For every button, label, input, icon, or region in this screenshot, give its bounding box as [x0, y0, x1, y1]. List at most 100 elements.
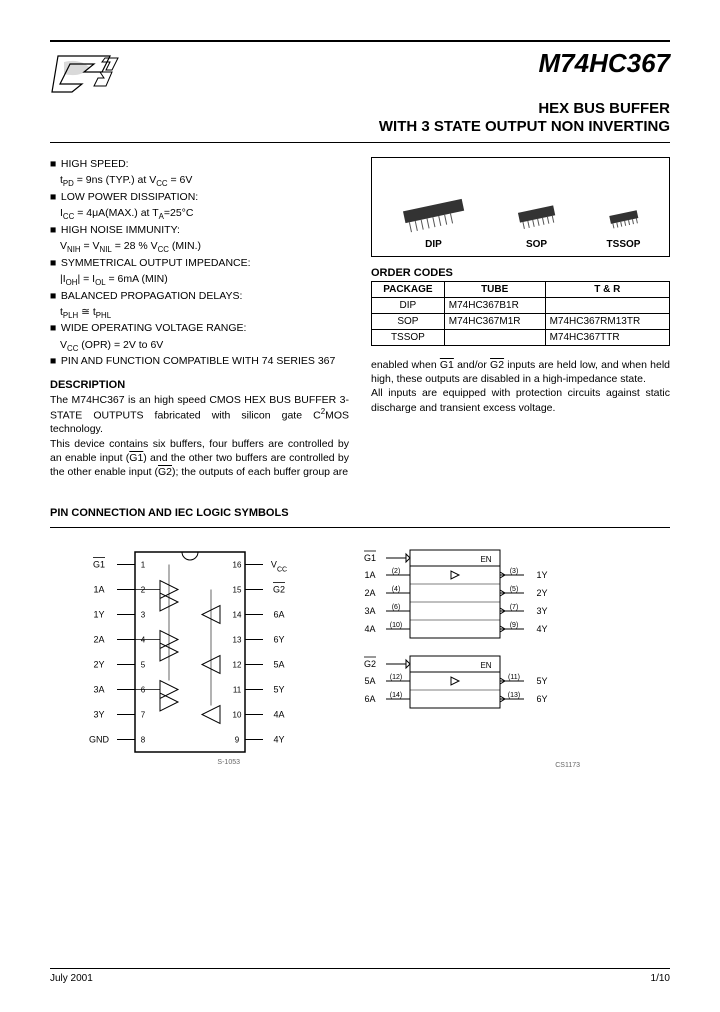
svg-text:6Y: 6Y [536, 694, 547, 704]
table-cell [545, 298, 669, 314]
svg-text:G2: G2 [364, 659, 376, 669]
svg-text:(6): (6) [392, 604, 401, 611]
svg-text:(12): (12) [390, 674, 402, 681]
pin-section-heading: PIN CONNECTION AND IEC LOGIC SYMBOLS [50, 507, 670, 519]
svg-text:EN: EN [480, 661, 491, 670]
title-line-1: HEX BUS BUFFER [50, 100, 670, 118]
table-header: T & R [545, 282, 669, 298]
svg-text:4: 4 [141, 636, 146, 645]
package-label: DIP [425, 239, 442, 250]
package-label: SOP [526, 239, 547, 250]
package-sop: SOP [509, 199, 565, 250]
svg-text:1: 1 [141, 561, 146, 570]
svg-text:1Y: 1Y [536, 570, 547, 580]
feature-sub: tPD = 9ns (TYP.) at VCC = 6V [50, 173, 349, 190]
svg-text:12: 12 [233, 661, 242, 670]
svg-text:(13): (13) [508, 692, 520, 699]
feature-item: ■ HIGH SPEED: [50, 157, 349, 171]
svg-text:5A: 5A [364, 676, 375, 686]
svg-text:G1: G1 [93, 560, 105, 570]
part-number: M74HC367 [538, 48, 670, 79]
svg-text:1A: 1A [93, 585, 104, 595]
svg-text:9: 9 [235, 736, 240, 745]
upper-columns: ■ HIGH SPEED: tPD = 9ns (TYP.) at VCC = 6… [50, 157, 670, 479]
svg-text:(4): (4) [392, 586, 401, 593]
footer: July 2001 1/10 [50, 968, 670, 984]
svg-text:GND: GND [89, 735, 110, 745]
table-cell [444, 330, 545, 346]
title: HEX BUS BUFFER WITH 3 STATE OUTPUT NON I… [50, 100, 670, 136]
svg-text:4A: 4A [364, 624, 375, 634]
svg-text:G1: G1 [364, 553, 376, 563]
title-rule [50, 142, 670, 143]
feature-item: ■ LOW POWER DISSIPATION: [50, 190, 349, 204]
svg-text:(5): (5) [510, 586, 519, 593]
svg-text:(7): (7) [510, 604, 519, 611]
feature-item: ■ SYMMETRICAL OUTPUT IMPEDANCE: [50, 256, 349, 270]
svg-text:3A: 3A [93, 685, 104, 695]
left-column: ■ HIGH SPEED: tPD = 9ns (TYP.) at VCC = 6… [50, 157, 349, 479]
footer-page: 1/10 [651, 973, 670, 984]
svg-text:2A: 2A [93, 635, 104, 645]
description-left: The M74HC367 is an high speed CMOS HEX B… [50, 393, 349, 480]
svg-text:1A: 1A [364, 570, 375, 580]
feature-item: ■ HIGH NOISE IMMUNITY: [50, 223, 349, 237]
svg-text:2: 2 [141, 586, 146, 595]
svg-text:3A: 3A [364, 606, 375, 616]
feature-sub: tPLH ≅ tPHL [50, 305, 349, 322]
svg-text:S-1053: S-1053 [217, 759, 240, 766]
svg-text:4Y: 4Y [536, 624, 547, 634]
svg-text:2A: 2A [364, 588, 375, 598]
features-list: ■ HIGH SPEED: tPD = 9ns (TYP.) at VCC = 6… [50, 157, 349, 369]
svg-text:7: 7 [141, 711, 146, 720]
order-codes-table: PACKAGETUBET & RDIPM74HC367B1RSOPM74HC36… [371, 281, 670, 346]
svg-text:4Y: 4Y [273, 735, 284, 745]
title-line-2: WITH 3 STATE OUTPUT NON INVERTING [50, 118, 670, 136]
pin-diagram: G11VCC161A2G2151Y36A142A46Y132Y55A123A65… [70, 542, 300, 772]
table-cell: DIP [372, 298, 445, 314]
svg-text:10: 10 [233, 711, 242, 720]
table-row: SOPM74HC367M1RM74HC367RM13TR [372, 314, 670, 330]
svg-text:(9): (9) [510, 622, 519, 629]
package-tssop: TSSOP [600, 203, 648, 250]
table-cell: M74HC367M1R [444, 314, 545, 330]
feature-sub: VCC (OPR) = 2V to 6V [50, 338, 349, 355]
package-dip: DIP [394, 193, 474, 250]
svg-text:16: 16 [233, 561, 242, 570]
svg-text:CS1173: CS1173 [555, 762, 580, 769]
table-header: TUBE [444, 282, 545, 298]
table-cell: M74HC367RM13TR [545, 314, 669, 330]
svg-text:(11): (11) [508, 674, 520, 681]
package-label: TSSOP [607, 239, 641, 250]
table-cell: TSSOP [372, 330, 445, 346]
svg-text:14: 14 [233, 611, 242, 620]
description-right: enabled when G1 and/or G2 inputs are hel… [371, 358, 670, 415]
svg-text:2Y: 2Y [93, 660, 104, 670]
svg-text:VCC: VCC [271, 560, 287, 574]
package-box: DIP SOP TSSOP [371, 157, 670, 257]
footer-date: July 2001 [50, 973, 93, 984]
svg-text:5: 5 [141, 661, 146, 670]
svg-text:5Y: 5Y [536, 676, 547, 686]
svg-text:1Y: 1Y [93, 610, 104, 620]
svg-text:6A: 6A [273, 610, 284, 620]
right-column: DIP SOP TSSOP ORDER CODES [371, 157, 670, 479]
feature-sub: ICC = 4μA(MAX.) at TA=25°C [50, 206, 349, 223]
svg-text:6: 6 [141, 686, 146, 695]
svg-text:(2): (2) [392, 568, 401, 575]
feature-item: ■ WIDE OPERATING VOLTAGE RANGE: [50, 321, 349, 335]
table-row: DIPM74HC367B1R [372, 298, 670, 314]
table-header: PACKAGE [372, 282, 445, 298]
svg-text:6A: 6A [364, 694, 375, 704]
svg-text:5A: 5A [273, 660, 284, 670]
svg-text:6Y: 6Y [273, 635, 284, 645]
top-rule [50, 40, 670, 42]
svg-text:3: 3 [141, 611, 146, 620]
pin-section-rule [50, 527, 670, 528]
svg-text:(14): (14) [390, 692, 402, 699]
feature-item: ■ BALANCED PROPAGATION DELAYS: [50, 289, 349, 303]
table-row: TSSOPM74HC367TTR [372, 330, 670, 346]
svg-text:4A: 4A [273, 710, 284, 720]
order-codes-heading: ORDER CODES [371, 267, 670, 279]
diagrams-row: G11VCC161A2G2151Y36A142A46Y132Y55A123A65… [50, 542, 670, 772]
